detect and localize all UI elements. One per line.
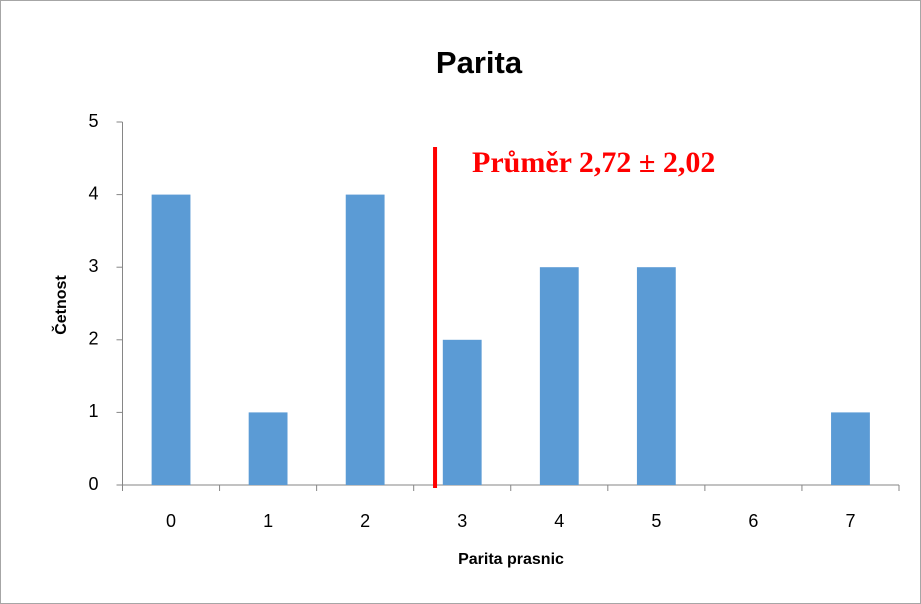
bar [151, 194, 191, 485]
x-tick-label: 7 [845, 511, 855, 531]
y-tick-label: 2 [88, 329, 98, 349]
bar [539, 267, 579, 485]
chart-title: Parita [436, 45, 523, 80]
x-tick-label: 5 [651, 511, 661, 531]
y-tick-label: 3 [88, 256, 98, 276]
annotation: Průměr 2,72 ± 2,02 [472, 146, 715, 179]
y-axis-label: Četnost [51, 275, 70, 335]
bar [636, 267, 676, 485]
bar [248, 412, 288, 485]
bar [442, 339, 482, 485]
x-tick-label: 1 [263, 511, 273, 531]
y-tick-label: 1 [88, 401, 98, 421]
x-tick-label: 6 [748, 511, 758, 531]
y-tick-label: 5 [88, 111, 98, 131]
bar [831, 412, 870, 485]
x-tick-label: 4 [554, 511, 564, 531]
x-tick-label: 3 [457, 511, 467, 531]
x-axis-label: Parita prasnic [458, 551, 564, 568]
y-tick-label: 4 [88, 183, 98, 203]
bar [345, 194, 385, 485]
x-tick-label: 2 [360, 511, 370, 531]
x-tick-label: 0 [166, 511, 176, 531]
y-tick-label: 0 [88, 474, 98, 494]
